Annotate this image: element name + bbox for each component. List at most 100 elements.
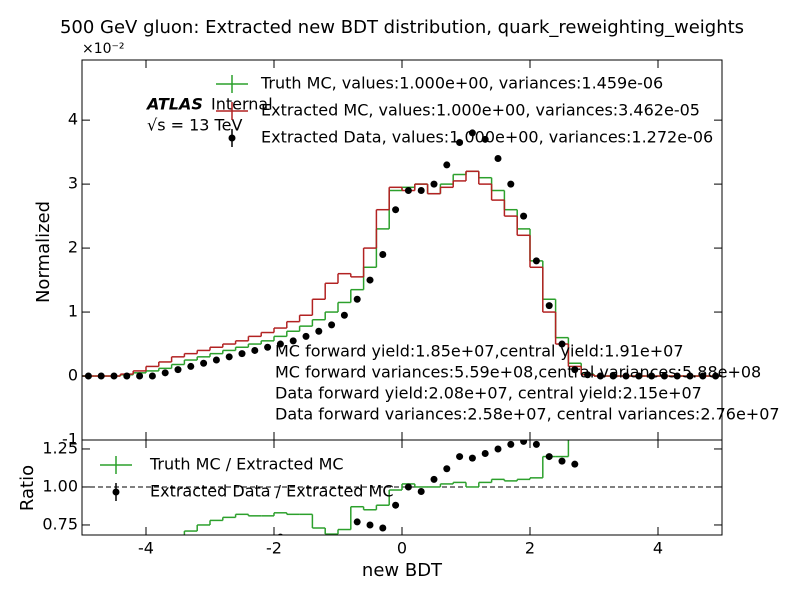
data-point — [532, 257, 540, 265]
annotation: MC forward variances:5.59e+08,central va… — [275, 363, 761, 382]
data-point — [571, 460, 579, 468]
y-axis-label: Ratio — [17, 465, 38, 511]
data-point — [417, 187, 425, 195]
x-tick-label: 4 — [653, 539, 663, 558]
data-point — [302, 332, 310, 340]
data-point — [290, 537, 297, 544]
data-point — [468, 454, 476, 462]
data-point — [430, 180, 438, 188]
data-point — [366, 276, 374, 284]
data-point — [328, 321, 336, 329]
data-point — [161, 369, 169, 377]
data-point — [213, 550, 220, 557]
data-point — [545, 453, 553, 461]
data-point — [520, 440, 528, 445]
data-point — [648, 372, 656, 380]
data-point — [584, 371, 592, 379]
data-point — [239, 538, 246, 545]
data-point — [558, 340, 566, 348]
data-point — [110, 372, 118, 380]
x-tick-label: 2 — [525, 539, 535, 558]
y-tick-label: 0.75 — [42, 514, 78, 533]
data-point — [97, 372, 105, 380]
data-point — [456, 139, 464, 147]
annotation: MC forward yield:1.85e+07,central yield:… — [275, 342, 684, 361]
data-point — [520, 212, 528, 220]
data-point — [494, 445, 502, 453]
legend-marker — [228, 134, 236, 142]
data-point — [315, 327, 323, 335]
legend-label: Extracted Data / Extracted MC — [150, 482, 394, 501]
data-point — [392, 206, 400, 214]
legend-label: Truth MC / Extracted MC — [149, 455, 344, 474]
x-axis-label: new BDT — [362, 560, 443, 581]
data-point — [417, 488, 425, 496]
legend-label: Extracted MC, values:1.000e+00, variance… — [261, 101, 700, 120]
data-point — [303, 537, 310, 544]
data-point — [175, 585, 182, 592]
data-point — [571, 366, 579, 374]
data-point — [238, 350, 246, 358]
annotation: Data forward variances:2.58e+07, central… — [275, 405, 780, 424]
data-point — [468, 129, 476, 137]
data-point — [622, 372, 630, 380]
data-point — [686, 372, 694, 380]
data-point — [200, 559, 207, 566]
energy-label: √s = 13 TeV — [147, 116, 242, 135]
plot-frame — [81, 439, 723, 536]
x-tick-label: -4 — [138, 539, 154, 558]
data-point — [315, 547, 322, 554]
data-point — [443, 161, 451, 169]
data-point — [673, 372, 681, 380]
data-point — [226, 544, 233, 551]
data-point — [341, 546, 348, 553]
x-tick-label: -2 — [266, 539, 282, 558]
data-point — [609, 372, 617, 380]
data-point — [392, 501, 400, 509]
data-point — [443, 465, 451, 473]
data-point — [456, 453, 464, 461]
data-point — [379, 250, 387, 258]
y-tick-label: 1 — [68, 302, 78, 321]
data-point — [558, 457, 566, 465]
data-point — [481, 450, 489, 458]
axes: -1 0 1 2 3 4 Truth MC, values:1.000e+00, varia… — [42, 60, 780, 558]
experiment-label: ATLAS — [145, 95, 203, 114]
chart-title: 500 GeV gluon: Extracted new BDT distrib… — [60, 17, 744, 38]
data-point — [660, 372, 668, 380]
data-point — [251, 346, 259, 354]
data-point — [353, 295, 361, 303]
data-point — [212, 356, 220, 364]
data-point — [123, 372, 131, 380]
data-point — [379, 524, 387, 532]
data-point — [187, 362, 195, 370]
y-axis-label: Normalized — [33, 201, 54, 303]
data-point — [225, 353, 233, 361]
data-point — [136, 372, 144, 380]
data-point — [251, 537, 258, 544]
data-point — [699, 372, 707, 380]
data-point — [187, 570, 194, 577]
legend-label: Extracted Data, values:1.000e+00, varian… — [261, 128, 713, 147]
y-tick-label: 0 — [68, 366, 78, 385]
data-point — [289, 337, 297, 345]
data-point — [340, 311, 348, 319]
legend-label: Truth MC, values:1.000e+00, variances:1.… — [260, 74, 663, 93]
data-point — [366, 521, 374, 529]
data-point — [635, 372, 643, 380]
data-point — [353, 518, 361, 526]
data-point — [532, 440, 540, 448]
y-tick-label: 1.25 — [42, 438, 78, 457]
data-point — [596, 372, 604, 380]
data-point — [481, 135, 489, 143]
data-point — [404, 187, 412, 195]
data-point — [545, 302, 553, 310]
data-point — [507, 180, 515, 188]
annotation: Data forward yield:2.08e+07, central yie… — [275, 384, 702, 403]
y-tick-label: 1.00 — [42, 476, 78, 495]
data-point — [328, 552, 335, 559]
y-tick-label: 4 — [68, 110, 78, 129]
ratio-plot — [82, 440, 722, 592]
data-point — [430, 475, 438, 483]
